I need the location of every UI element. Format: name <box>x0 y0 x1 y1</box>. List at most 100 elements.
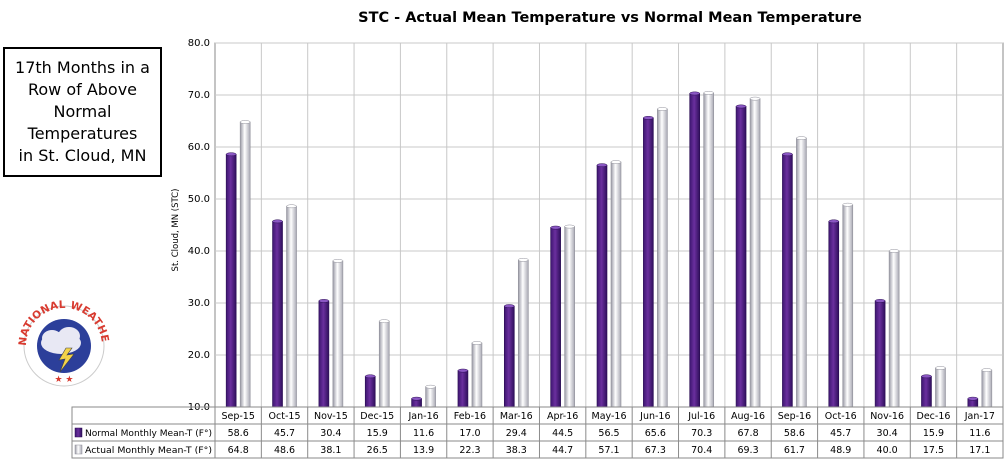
x-tick-label: Sep-16 <box>778 411 811 422</box>
bar-actual <box>517 259 529 408</box>
bar-actual-cap <box>564 224 575 229</box>
data-label: 45.7 <box>274 428 295 439</box>
data-label: 57.1 <box>598 445 619 456</box>
bar-actual <box>378 320 390 408</box>
data-label: 15.9 <box>367 428 388 439</box>
lightning-icon <box>58 347 75 373</box>
data-label: 67.3 <box>645 445 666 456</box>
data-label: 70.3 <box>691 428 712 439</box>
bar-actual-cap <box>518 257 529 262</box>
bar-normal-cap <box>550 225 561 230</box>
bar-actual <box>703 92 715 408</box>
bar-normal <box>272 221 283 408</box>
legend-swatch <box>74 444 83 455</box>
x-tick-label: Apr-16 <box>547 411 578 422</box>
bar-actual <box>471 342 483 408</box>
data-label: 17.5 <box>923 445 944 456</box>
bar-normal <box>689 93 701 408</box>
plot-area <box>214 42 1004 408</box>
bar-actual-cap <box>935 366 946 370</box>
data-label: 15.9 <box>923 428 944 439</box>
nws-logo: NATIONAL WEATHER SERVICE ★ ★ <box>14 296 111 387</box>
x-tick-label: Mar-16 <box>500 411 533 422</box>
data-label: 11.6 <box>413 428 434 439</box>
bar-actual-cap <box>610 160 622 164</box>
data-label: 13.9 <box>413 445 434 456</box>
bar-normal-cap <box>921 374 932 379</box>
bar-normal <box>550 227 561 408</box>
data-label: 30.4 <box>320 428 341 439</box>
bar-actual <box>286 205 297 408</box>
bar-actual <box>888 250 900 408</box>
data-label: 17.0 <box>459 428 480 439</box>
bar-actual <box>981 369 993 408</box>
bar-normal <box>318 300 330 408</box>
bar-actual-cap <box>378 319 390 324</box>
x-tick-label: Oct-16 <box>825 411 857 422</box>
x-tick-label: Dec-15 <box>360 411 394 422</box>
bar-normal-cap <box>318 299 330 303</box>
data-label: 70.4 <box>691 445 712 456</box>
bar-actual <box>610 161 622 408</box>
data-label: 58.6 <box>784 428 805 439</box>
x-tick-label: Jun-16 <box>639 411 670 422</box>
bar-normal-cap <box>596 163 608 168</box>
bar-normal-cap <box>225 152 237 157</box>
bar-normal-cap <box>874 299 886 303</box>
x-tick-label: Nov-16 <box>870 411 904 422</box>
bar-actual-cap <box>842 202 854 207</box>
x-tick-label: Oct-15 <box>269 411 301 422</box>
x-tick-label: Nov-15 <box>314 411 348 422</box>
bar-normal <box>457 370 469 408</box>
bar-normal <box>921 376 932 408</box>
bar-actual <box>564 226 575 408</box>
svg-text:★ ★: ★ ★ <box>55 375 74 385</box>
bar-actual-cap <box>749 96 761 101</box>
bar-actual-cap <box>703 91 714 95</box>
bar-actual-cap <box>332 259 344 263</box>
bar-normal-cap <box>782 152 793 157</box>
bar-actual <box>657 108 668 408</box>
bar-normal-cap <box>411 396 422 401</box>
y-tick-label: 20.0 <box>188 350 210 361</box>
data-label: 44.7 <box>552 445 573 456</box>
x-tick-label: Feb-16 <box>454 411 486 422</box>
bar-normal <box>735 106 747 408</box>
y-tick-label: 60.0 <box>188 142 210 153</box>
data-label: 48.6 <box>274 445 295 456</box>
data-label: 22.3 <box>459 445 480 456</box>
data-label: 61.7 <box>784 445 805 456</box>
bar-normal-cap <box>272 219 283 224</box>
bar-normal-cap <box>735 104 747 109</box>
data-label: 11.6 <box>969 428 990 439</box>
bar-normal <box>782 153 793 408</box>
data-label: 65.6 <box>645 428 666 439</box>
bar-normal <box>225 153 237 408</box>
x-tick-label: Dec-16 <box>917 411 951 422</box>
bar-normal-cap <box>364 374 376 379</box>
bar-actual <box>239 121 251 408</box>
bar-actual <box>749 98 761 408</box>
legend-entry: Actual Monthly Mean-T (F°) <box>85 446 212 456</box>
bar-actual-cap <box>286 204 297 209</box>
bar-actual-cap <box>239 120 251 124</box>
bar-actual <box>842 204 854 408</box>
y-tick-label: 50.0 <box>188 194 210 205</box>
data-label: 58.6 <box>228 428 249 439</box>
bar-normal <box>643 117 654 408</box>
data-label: 40.0 <box>877 445 898 456</box>
data-label: 38.3 <box>506 445 527 456</box>
data-label: 38.1 <box>320 445 341 456</box>
legend-swatch <box>74 427 83 438</box>
x-tick-label: Jan-16 <box>408 411 439 422</box>
data-label: 26.5 <box>367 445 388 456</box>
bar-normal <box>364 376 376 408</box>
callout-box: 17th Months in a Row of Above Normal Tem… <box>3 47 162 177</box>
bar-actual <box>796 137 807 408</box>
y-axis-label: St. Cloud, MN (STC) <box>171 189 181 272</box>
data-label: 29.4 <box>506 428 527 439</box>
bar-actual-cap <box>888 249 900 253</box>
bar-normal-cap <box>457 368 469 373</box>
x-tick-label: May-16 <box>592 411 627 422</box>
